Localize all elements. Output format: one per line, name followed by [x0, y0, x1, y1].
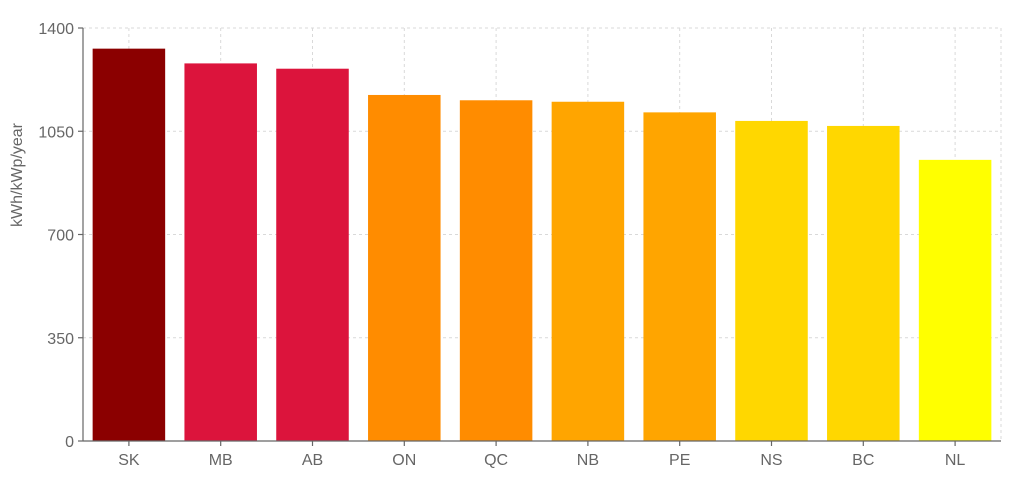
bar-mb[interactable] — [184, 63, 257, 442]
x-tick-label: NS — [760, 452, 782, 469]
y-tick-label: 700 — [47, 228, 74, 245]
axes: 0 350 700 1050 1400 SK MB AB ON QC NB PE NS BC NL — [38, 21, 1001, 469]
x-tick-label: SK — [118, 452, 140, 469]
y-tick-label: 0 — [65, 434, 74, 451]
bars — [92, 48, 992, 442]
x-tick-label: BC — [852, 452, 874, 469]
bar-nl[interactable] — [918, 159, 992, 442]
bar-pe[interactable] — [643, 112, 716, 442]
x-tick-label: NB — [577, 452, 599, 469]
x-tick-label: NL — [945, 452, 966, 469]
y-tick-label: 350 — [47, 331, 74, 348]
y-tick-label: 1050 — [38, 124, 74, 141]
y-axis-title: kWh/kWp/year — [9, 122, 26, 227]
bar-bc[interactable] — [827, 125, 900, 441]
bar-nb[interactable] — [551, 101, 625, 441]
x-tick-label: QC — [484, 452, 508, 469]
bar-ab[interactable] — [276, 68, 349, 442]
x-tick-label: PE — [669, 452, 690, 469]
x-tick-label: AB — [302, 452, 323, 469]
y-tick-label: 1400 — [38, 21, 74, 38]
x-tick-label: MB — [209, 452, 233, 469]
bar-qc[interactable] — [459, 100, 533, 442]
bar-sk[interactable] — [92, 48, 166, 442]
x-tick-label: ON — [392, 452, 416, 469]
bar-ns[interactable] — [735, 120, 808, 442]
bar-on[interactable] — [368, 94, 441, 441]
